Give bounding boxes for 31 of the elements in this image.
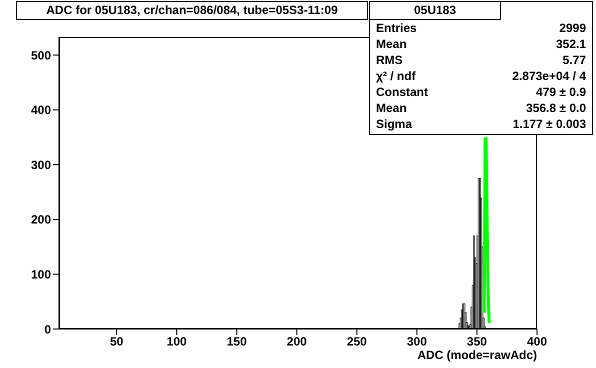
annotation: Sigma (376, 116, 412, 132)
y-tick-label: 400 (30, 103, 52, 118)
x-tick-label: 300 (406, 334, 428, 349)
chart-title: ADC for 05U183, cr/chan=086/084, tube=05S3-11:09 (16, 1, 368, 20)
annotation: χ² / ndf (376, 68, 416, 84)
text: 2999 (559, 20, 586, 36)
annotation: 2.873e+04 / 4 (512, 68, 586, 84)
x-tick-label: 200 (286, 334, 308, 349)
y-tick-label: 300 (30, 158, 52, 172)
text: 05U183 (370, 2, 501, 20)
x-tick-label: 250 (346, 334, 368, 349)
x-tick-label: 150 (226, 334, 248, 349)
annotation: RMS (376, 52, 403, 68)
annotation: Mean (376, 36, 407, 52)
y-tick-label: 0 (44, 322, 52, 336)
y-tick-label: 200 (30, 212, 52, 227)
annotation: 356.8 ± 0.0 (526, 100, 586, 116)
annotation: 479 ± 0.9 (536, 84, 586, 100)
x-axis-title: ADC (mode=rawAdc) (417, 348, 537, 362)
text: Entries (376, 20, 417, 36)
x-tick-label: 400 (526, 334, 548, 349)
annotation: 1.177 ± 0.003 (512, 116, 586, 132)
annotation: Constant (376, 84, 428, 100)
text: 352.1 (556, 36, 586, 52)
y-tick-label: 500 (30, 48, 52, 62)
text: 5.77 (562, 52, 586, 68)
y-tick-label: 100 (30, 267, 52, 282)
x-tick-label: 350 (466, 334, 488, 349)
x-tick-label: 50 (110, 334, 124, 349)
annotation: Mean (376, 100, 407, 116)
x-tick-label: 100 (166, 334, 188, 349)
